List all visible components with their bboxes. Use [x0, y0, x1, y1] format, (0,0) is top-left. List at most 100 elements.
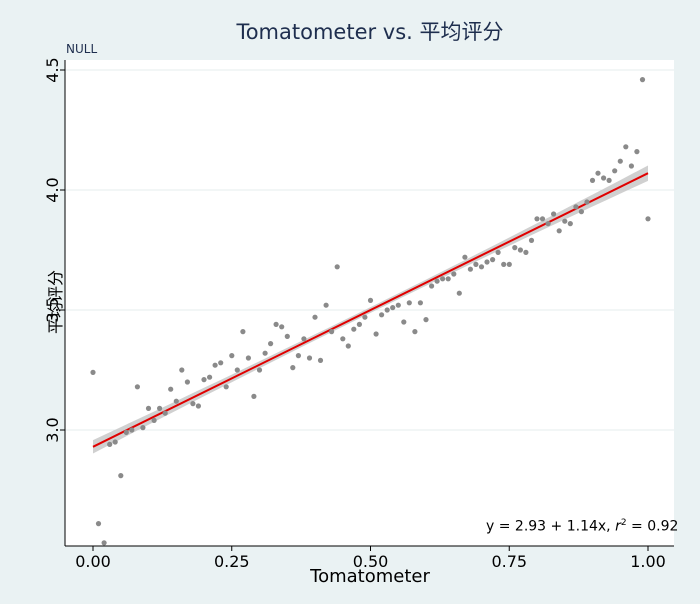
data-point-17 — [184, 379, 190, 385]
data-point-51 — [373, 331, 379, 337]
r2-value: = 0.92 — [626, 518, 679, 535]
data-point-62 — [434, 278, 440, 284]
regression-equation: y = 2.93 + 1.14x, r2 = 0.92 — [486, 518, 678, 535]
data-point-27 — [240, 329, 246, 335]
data-point-92 — [601, 175, 607, 181]
data-point-78 — [523, 249, 529, 255]
chart-subtitle: NULL — [66, 42, 98, 56]
data-point-24 — [223, 384, 229, 390]
data-point-95 — [617, 158, 623, 164]
data-point-21 — [207, 374, 213, 380]
x-tick-label-2: 0.50 — [353, 552, 389, 571]
data-point-61 — [429, 283, 435, 289]
data-point-93 — [606, 177, 612, 183]
data-point-26 — [234, 367, 240, 373]
data-point-58 — [412, 329, 418, 335]
data-point-82 — [545, 221, 551, 227]
data-point-87 — [573, 204, 579, 210]
data-point-28 — [245, 355, 251, 361]
x-axis-label: Tomatometer — [310, 566, 430, 587]
axes: 0.00 0.25 0.50 0.75 1.00 3.0 3.5 4.0 4.5 — [43, 57, 674, 571]
data-point-45 — [340, 336, 346, 342]
data-point-66 — [456, 290, 462, 296]
data-point-83 — [551, 211, 557, 217]
data-point-16 — [179, 367, 185, 373]
data-point-42 — [323, 302, 329, 308]
data-point-20 — [201, 377, 207, 383]
x-tick-label-1: 0.25 — [214, 552, 250, 571]
chart-title: Tomatometer vs. 平均评分 — [236, 20, 504, 44]
data-point-32 — [268, 341, 274, 347]
data-point-43 — [329, 329, 335, 335]
data-point-63 — [440, 276, 446, 282]
y-tick-label-2: 4.0 — [43, 177, 62, 202]
data-point-9 — [140, 425, 146, 431]
data-point-54 — [390, 305, 396, 311]
data-point-99 — [639, 77, 646, 83]
equation-text: y = 2.93 + 1.14x, — [486, 518, 611, 535]
data-point-81 — [539, 216, 546, 222]
data-point-60 — [423, 317, 429, 323]
data-point-44 — [334, 264, 340, 270]
data-point-88 — [578, 209, 585, 215]
data-point-22 — [212, 362, 218, 368]
r2-symbol: r — [615, 518, 621, 535]
data-point-8 — [134, 384, 140, 390]
data-point-19 — [195, 403, 201, 409]
data-point-34 — [279, 324, 285, 330]
fit-line-group — [92, 172, 649, 448]
y-tick-label-3: 4.5 — [43, 57, 62, 82]
data-point-14 — [168, 386, 174, 392]
data-point-38 — [301, 336, 307, 342]
data-point-3 — [107, 441, 113, 447]
data-point-90 — [589, 177, 596, 183]
data-point-56 — [401, 319, 407, 325]
data-point-4 — [112, 439, 118, 445]
data-point-33 — [273, 321, 279, 327]
data-point-46 — [345, 343, 351, 349]
data-point-6 — [123, 429, 129, 435]
data-point-70 — [478, 264, 485, 270]
data-point-64 — [445, 276, 451, 282]
data-point-11 — [151, 417, 157, 423]
data-point-74 — [501, 261, 507, 267]
data-point-52 — [379, 312, 385, 318]
data-point-41 — [317, 357, 324, 363]
data-point-96 — [623, 144, 629, 150]
data-point-76 — [512, 245, 518, 251]
data-point-30 — [256, 367, 263, 373]
data-point-72 — [490, 257, 496, 263]
data-points — [90, 77, 651, 546]
data-point-71 — [484, 259, 490, 265]
x-tick-label-0: 0.00 — [75, 552, 111, 571]
y-tick-label-0: 3.0 — [43, 417, 62, 442]
x-tick-label-3: 0.75 — [491, 552, 527, 571]
data-point-75 — [506, 261, 512, 267]
data-point-86 — [567, 221, 573, 227]
data-point-89 — [584, 199, 590, 205]
data-point-69 — [473, 261, 479, 267]
data-point-40 — [312, 314, 318, 320]
data-point-10 — [145, 405, 152, 411]
data-point-49 — [362, 314, 368, 320]
data-point-73 — [495, 249, 501, 255]
data-point-37 — [295, 353, 301, 359]
data-point-31 — [262, 350, 268, 356]
data-point-13 — [162, 410, 168, 416]
data-point-5 — [118, 473, 124, 479]
data-point-50 — [367, 297, 374, 303]
data-point-94 — [612, 168, 618, 174]
data-point-68 — [467, 266, 473, 272]
data-point-84 — [556, 228, 562, 234]
data-point-15 — [173, 398, 179, 404]
data-point-47 — [351, 326, 357, 332]
data-point-100 — [645, 216, 651, 222]
r2-exponent: 2 — [620, 518, 627, 528]
data-point-53 — [384, 307, 390, 313]
fit-line — [92, 172, 649, 448]
data-point-39 — [306, 355, 313, 361]
data-point-98 — [634, 149, 640, 155]
data-point-79 — [528, 237, 535, 243]
y-tick-label-1: 3.5 — [43, 297, 62, 322]
data-point-65 — [451, 271, 457, 277]
